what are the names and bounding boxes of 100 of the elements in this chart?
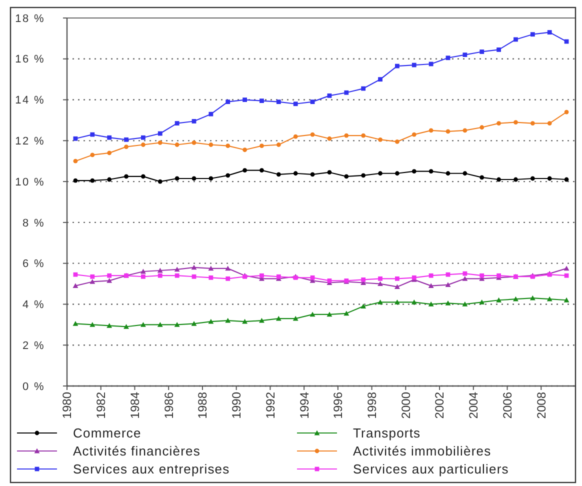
point: [191, 320, 197, 326]
point: [310, 275, 315, 280]
legend-label: Activités financières: [73, 444, 200, 459]
point: [107, 135, 112, 140]
point: [428, 62, 434, 66]
point: [208, 112, 214, 116]
y-tick-label: 6 %: [22, 258, 45, 270]
point: [480, 175, 484, 180]
point: [395, 171, 400, 176]
point: [361, 173, 366, 178]
point: [225, 266, 231, 271]
point: [208, 176, 214, 181]
x-tick-label: 1994: [297, 392, 312, 419]
legend-label: Services aux entreprises: [73, 462, 230, 477]
x-tick-label: 2002: [432, 392, 447, 419]
point: [530, 295, 536, 300]
point: [90, 274, 95, 279]
point: [293, 102, 298, 106]
legend-label: Services aux particuliers: [353, 462, 509, 477]
point: [158, 131, 162, 136]
point: [124, 137, 128, 142]
x-tick-label: 2004: [466, 392, 481, 419]
point: [480, 50, 484, 54]
legend-label: Transports: [353, 426, 421, 441]
point: [547, 121, 552, 126]
point: [107, 150, 112, 156]
point: [344, 174, 349, 179]
point: [462, 271, 468, 276]
point: [141, 274, 146, 279]
point: [260, 144, 264, 148]
point: [378, 171, 382, 176]
point: [174, 142, 180, 147]
point: [90, 178, 95, 183]
point: [276, 172, 281, 177]
point: [90, 322, 96, 327]
point: [90, 279, 96, 284]
point: [124, 324, 129, 329]
point: [276, 316, 282, 321]
point: [496, 121, 501, 126]
x-tick-label: 1992: [263, 392, 278, 419]
point: [361, 277, 366, 282]
x-tick-label: 1996: [331, 392, 346, 419]
point: [462, 52, 468, 57]
x-tick-label: 1984: [128, 392, 142, 419]
point: [394, 299, 400, 304]
point: [73, 158, 78, 164]
x-tick-label: 2006: [500, 392, 514, 419]
x-tick-label: 1998: [365, 392, 379, 419]
point: [141, 142, 146, 147]
point: [292, 316, 298, 321]
point: [174, 273, 180, 278]
point: [446, 171, 450, 176]
point: [445, 300, 451, 306]
point: [141, 135, 146, 140]
point: [428, 273, 434, 278]
y-tick-label: 18 %: [15, 12, 45, 25]
x-tick-label: 2000: [398, 392, 413, 419]
point: [514, 37, 518, 42]
x-tick-label: 1990: [230, 392, 244, 419]
point: [140, 268, 146, 274]
point: [124, 144, 128, 149]
point: [140, 322, 146, 327]
point: [378, 77, 382, 82]
x-tick-label: 1986: [162, 392, 176, 419]
point: [73, 272, 78, 277]
point: [174, 121, 180, 126]
x-tick-label: 1980: [60, 392, 74, 419]
point: [326, 312, 332, 317]
point: [107, 273, 112, 278]
point: [174, 322, 180, 327]
x-tick-label: 1988: [196, 392, 210, 419]
point: [446, 129, 450, 134]
point: [226, 144, 230, 148]
point: [276, 142, 281, 147]
point: [395, 139, 400, 144]
point: [124, 174, 128, 179]
point: [513, 296, 518, 302]
point: [73, 178, 78, 183]
point: [260, 273, 264, 278]
point: [564, 297, 570, 302]
point: [226, 173, 230, 178]
point: [276, 100, 281, 104]
point: [496, 297, 502, 302]
point: [310, 132, 315, 137]
point: [378, 137, 382, 142]
point: [260, 168, 264, 173]
point: [428, 169, 434, 174]
point: [445, 282, 451, 287]
point: [394, 284, 400, 290]
point: [106, 278, 112, 283]
y-tick-label: 4 %: [22, 299, 45, 312]
legend-label: Activités immobilières: [353, 444, 492, 459]
point: [530, 32, 535, 37]
y-tick-label: 10 %: [15, 176, 45, 188]
point: [514, 120, 518, 124]
point: [344, 310, 350, 316]
point: [192, 176, 196, 181]
point: [72, 320, 78, 326]
point: [564, 266, 570, 271]
x-tick-label: 1982: [94, 392, 108, 419]
